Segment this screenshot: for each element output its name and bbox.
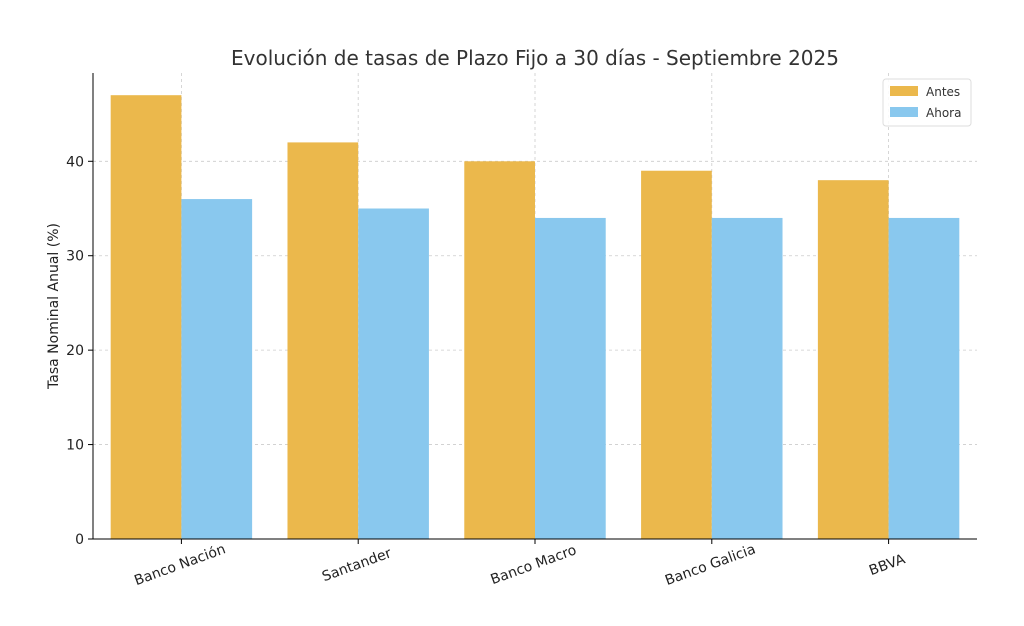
y-tick-label: 20 xyxy=(66,343,84,359)
legend-swatch-ahora xyxy=(890,107,918,117)
legend-swatch-antes xyxy=(890,86,918,96)
bar-antes-4 xyxy=(817,180,889,539)
bar-ahora-2 xyxy=(535,217,606,540)
bar-antes-1 xyxy=(287,142,359,540)
bar-antes-0 xyxy=(110,95,182,539)
legend-label-ahora: Ahora xyxy=(926,106,961,120)
legend-label-antes: Antes xyxy=(926,85,960,99)
bars-group xyxy=(110,95,960,540)
y-axis-label: Tasa Nominal Anual (%) xyxy=(46,223,62,390)
bar-ahora-4 xyxy=(888,217,960,540)
y-ticks: 0 10 20 30 40 xyxy=(66,154,93,548)
bar-ahora-0 xyxy=(181,199,253,539)
bar-ahora-3 xyxy=(711,217,783,540)
chart-title: Evolución de tasas de Plazo Fijo a 30 dí… xyxy=(231,46,839,70)
bar-antes-2 xyxy=(464,161,535,539)
y-tick-label: 30 xyxy=(66,249,84,265)
y-tick-label: 0 xyxy=(75,532,84,548)
bar-antes-3 xyxy=(641,170,712,539)
legend: Antes Ahora xyxy=(882,78,972,127)
bar-ahora-1 xyxy=(358,208,429,539)
y-tick-label: 10 xyxy=(66,438,84,454)
y-tick-label: 40 xyxy=(66,154,84,170)
